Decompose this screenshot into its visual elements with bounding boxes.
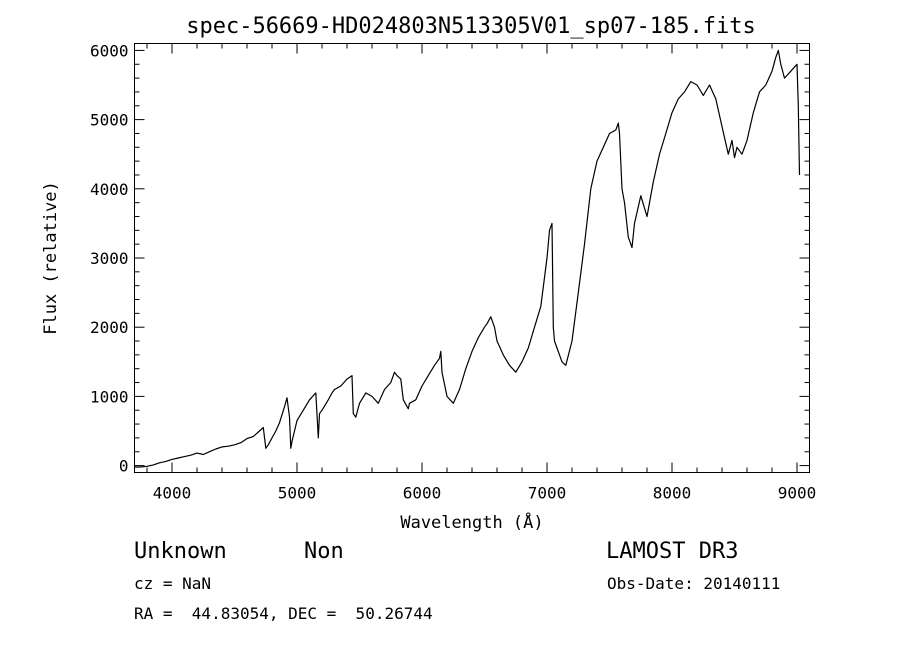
x-tick-label: 8000 [653,484,692,503]
y-tick-label: 2000 [90,318,129,337]
y-axis-label: Flux (relative) [41,181,61,335]
y-tick-label: 4000 [90,180,129,199]
redshift-label: cz = NaN [134,574,212,593]
chart-title: spec-56669-HD024803N513305V01_sp07-185.f… [186,14,756,39]
y-axis-ticks: 0 1000 2000 3000 4000 5000 6000 [90,41,810,476]
x-tick-label: 9000 [778,484,817,503]
obs-date-label: Obs-Date: 20140111 [607,574,781,593]
y-tick-label: 1000 [90,387,129,406]
subclass-label: Non [304,539,344,564]
y-tick-label: 0 [119,457,129,476]
y-tick-label: 3000 [90,249,129,268]
y-tick-label: 6000 [90,41,129,60]
survey-label: LAMOST DR3 [606,539,739,564]
x-tick-label: 6000 [403,484,442,503]
coordinates-label: RA = 44.83054, DEC = 50.26744 [134,604,433,623]
x-tick-label: 4000 [153,484,192,503]
y-tick-label: 5000 [90,111,129,130]
x-axis-label: Wavelength (Å) [400,511,543,533]
x-tick-label: 7000 [528,484,567,503]
object-class-label: Unknown [134,539,227,564]
spectrum-series-line [134,49,801,468]
plot-frame [134,43,810,473]
x-axis-ticks: 4000 5000 6000 7000 8000 9000 [146,43,817,503]
x-tick-label: 5000 [278,484,317,503]
